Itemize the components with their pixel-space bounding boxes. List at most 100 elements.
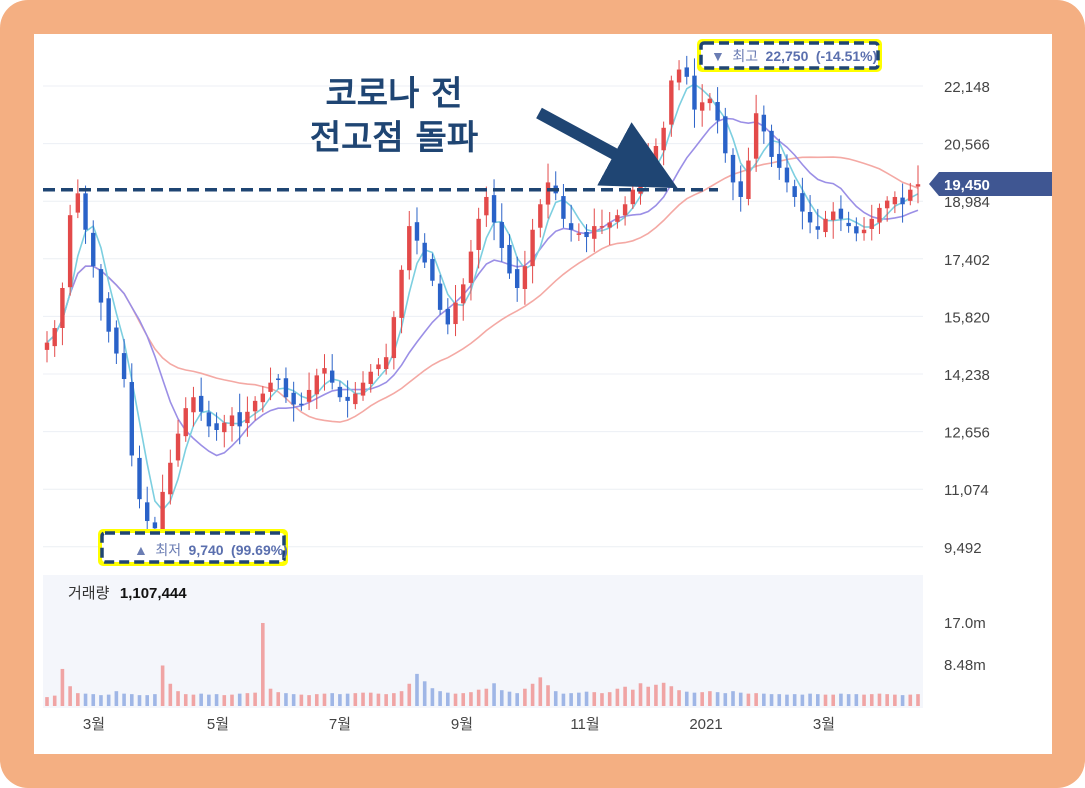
candle xyxy=(692,58,697,128)
volume-bar xyxy=(769,694,774,706)
volume-bar xyxy=(122,693,126,706)
candle xyxy=(499,203,504,262)
volume-bar xyxy=(715,692,720,706)
candle xyxy=(67,204,73,296)
candle xyxy=(761,105,767,144)
candle xyxy=(314,368,319,409)
candle xyxy=(715,87,720,134)
candle xyxy=(283,367,289,403)
volume-bar xyxy=(430,688,435,706)
volume-bar xyxy=(569,693,573,706)
volume-bar xyxy=(638,683,643,706)
volume-bar xyxy=(330,693,334,706)
volume-bar xyxy=(453,693,458,706)
volume-bar xyxy=(76,693,80,706)
volume-axis: 17.0m 8.48m xyxy=(944,615,986,674)
candle xyxy=(175,419,181,467)
candle xyxy=(353,382,358,410)
candle xyxy=(892,191,898,214)
volume-bar xyxy=(592,692,597,706)
candle xyxy=(422,233,427,269)
volume-bar xyxy=(808,693,812,706)
y-tick-label: 14,238 xyxy=(944,367,990,384)
candle xyxy=(60,282,65,346)
volume-label: 거래량 xyxy=(68,584,110,602)
candle xyxy=(769,124,774,167)
x-tick-label: 7월 xyxy=(329,716,351,733)
candle xyxy=(661,121,666,166)
volume-bar xyxy=(299,694,304,706)
candle xyxy=(206,400,212,438)
volume-bar xyxy=(777,694,782,706)
volume-bar xyxy=(183,694,188,706)
volume-bar xyxy=(815,694,820,706)
volume-bar xyxy=(615,688,620,706)
volume-bar xyxy=(877,693,882,706)
candle xyxy=(245,396,250,437)
volume-bar xyxy=(854,694,859,706)
volume-bar xyxy=(268,688,273,706)
volume-bar xyxy=(153,694,157,706)
volume-bar xyxy=(708,691,712,706)
high-marker: ▼ 최고 22,750 (-14.51%) xyxy=(697,39,882,72)
x-tick-label: 3월 xyxy=(813,716,835,733)
candle xyxy=(823,210,828,238)
volume-bar xyxy=(677,690,681,706)
y-tick-label: 17,402 xyxy=(944,252,990,269)
candle xyxy=(129,363,134,467)
volume-bar xyxy=(129,694,134,706)
volume-value: 1,107,444 xyxy=(120,585,187,602)
volume-bar xyxy=(669,686,674,706)
volume-bar xyxy=(291,694,296,706)
candle xyxy=(291,381,296,422)
candle xyxy=(461,278,466,321)
svg-text:▼ 최고 22,750: ▼ 최고 22,750 (-14.51%) xyxy=(711,48,877,65)
candle xyxy=(114,320,119,365)
volume-bar xyxy=(631,689,635,706)
candle xyxy=(276,374,281,389)
volume-bar xyxy=(284,693,288,706)
volume-bar xyxy=(160,665,165,706)
volume-bar xyxy=(499,690,504,706)
volume-bar xyxy=(900,695,905,706)
candle xyxy=(538,199,543,238)
volume-bar xyxy=(684,691,689,706)
volume-bar xyxy=(561,693,566,706)
candle xyxy=(530,218,535,284)
candle xyxy=(260,386,266,413)
candle xyxy=(445,298,451,335)
candle xyxy=(514,256,520,302)
candle xyxy=(75,179,81,219)
candle xyxy=(884,196,890,222)
candle xyxy=(646,143,651,181)
low-marker: ▲ 최저 9,740 (99.69%) xyxy=(98,529,288,566)
volume-bar xyxy=(361,692,365,706)
volume-bar xyxy=(68,686,72,706)
candle xyxy=(669,75,674,137)
candle xyxy=(846,211,851,233)
candle xyxy=(730,148,736,201)
volume-bar xyxy=(885,694,889,706)
volume-bar xyxy=(60,668,65,706)
x-tick-label: 3월 xyxy=(83,716,105,733)
volume-bar xyxy=(916,694,920,706)
volume-bar xyxy=(530,683,535,706)
candle xyxy=(306,372,312,411)
candle xyxy=(807,195,813,234)
svg-text:▲ 최저 9,740: ▲ 최저 9,740 (99.69%) xyxy=(134,542,288,559)
volume-bar xyxy=(114,691,119,706)
candle xyxy=(98,264,104,321)
svg-text:거래량 1,107,444: 거래량 1,107,444 xyxy=(68,584,187,602)
candle xyxy=(329,354,335,390)
candle xyxy=(383,343,389,375)
volume-bar xyxy=(245,693,250,706)
volume-bar xyxy=(145,695,150,706)
volume-bar xyxy=(407,683,412,706)
volume-bar xyxy=(862,694,866,706)
volume-bar xyxy=(422,681,427,706)
x-tick-label: 5월 xyxy=(207,716,229,733)
volume-bar xyxy=(746,693,751,706)
candle xyxy=(615,209,620,229)
candle xyxy=(854,217,859,242)
volume-bar xyxy=(384,694,388,706)
